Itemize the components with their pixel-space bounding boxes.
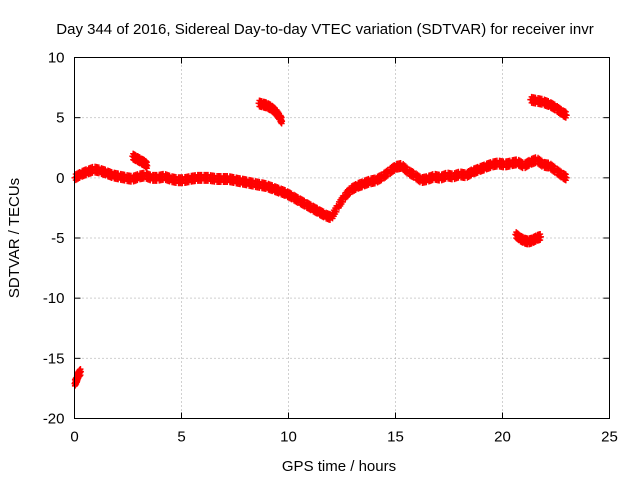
data-point	[556, 104, 563, 111]
data-point	[333, 208, 340, 215]
data-point	[562, 108, 569, 115]
data-point	[537, 237, 544, 244]
data-point	[563, 174, 570, 181]
data-point	[300, 196, 307, 203]
x-tick-label: 25	[601, 429, 618, 446]
data-point	[275, 109, 282, 116]
data-point	[562, 171, 569, 178]
y-tick-label: 10	[48, 50, 65, 67]
data-points	[71, 93, 570, 389]
y-tick-label: -15	[43, 350, 65, 367]
y-tick-label: -20	[43, 411, 65, 428]
data-point	[556, 167, 563, 174]
data-point	[377, 178, 384, 185]
y-axis-label: SDTVAR / TECUs	[6, 178, 23, 298]
axis-ticks: 0 5 10 15 20 25 10 5 0 -5 -10 -15 -20	[43, 50, 618, 446]
data-point	[306, 200, 313, 207]
x-tick-label: 5	[177, 429, 185, 446]
grid-lines	[74, 57, 610, 419]
data-point	[415, 172, 422, 179]
data-point	[409, 167, 416, 174]
data-point	[389, 168, 396, 175]
x-tick-label: 0	[70, 429, 78, 446]
data-point	[466, 173, 473, 180]
x-axis-label: GPS time / hours	[282, 458, 396, 475]
data-point	[312, 204, 319, 211]
data-point	[550, 162, 557, 169]
data-point	[518, 158, 525, 165]
data-point	[524, 163, 531, 170]
data-point	[538, 233, 545, 240]
data-point	[537, 156, 544, 163]
y-tick-label: 5	[56, 110, 64, 127]
data-point	[77, 368, 84, 375]
y-tick-label: -5	[51, 230, 64, 247]
x-tick-label: 10	[280, 429, 297, 446]
chart-title: Day 344 of 2016, Sidereal Day-to-day VTE…	[56, 21, 593, 38]
data-point	[339, 199, 346, 206]
data-point	[287, 189, 294, 196]
plot-frame	[74, 57, 610, 419]
data-point	[537, 231, 544, 238]
data-point	[383, 173, 390, 180]
data-point	[563, 112, 570, 119]
data-point	[402, 163, 409, 170]
data-point	[550, 100, 557, 107]
data-point	[75, 175, 82, 182]
data-point	[293, 193, 300, 200]
y-tick-label: -10	[43, 290, 65, 307]
data-point	[279, 118, 286, 125]
data-point	[319, 207, 326, 214]
x-tick-label: 20	[494, 429, 511, 446]
data-point	[144, 162, 151, 169]
y-tick-label: 0	[56, 170, 64, 187]
data-point	[351, 187, 358, 194]
x-tick-label: 15	[387, 429, 404, 446]
